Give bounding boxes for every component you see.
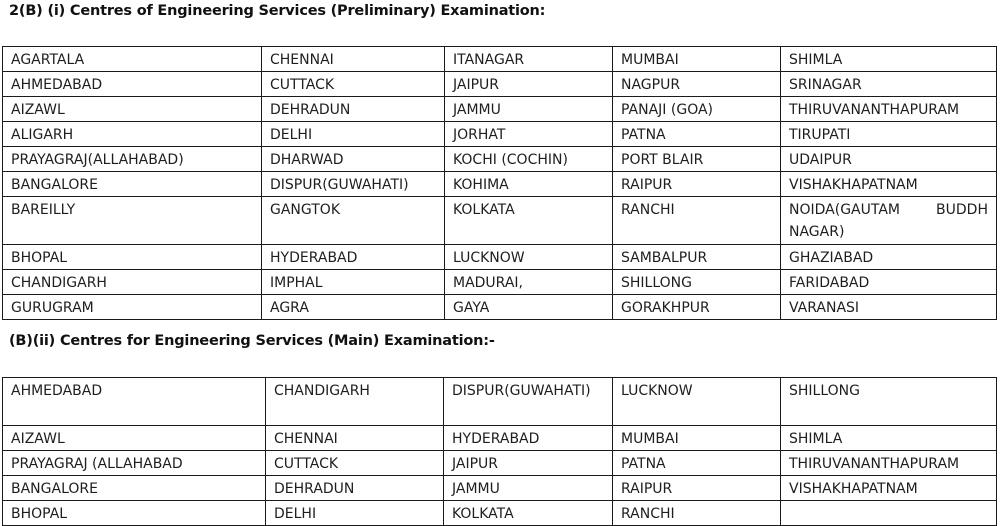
table-cell: BHOPAL — [2, 244, 262, 270]
table-cell: CUTTACK — [261, 71, 445, 97]
table-cell: DISPUR(GUWAHATI) — [443, 377, 613, 426]
table-row: BANGALORE DEHRADUN JAMMU RAIPUR VISHAKHA… — [2, 475, 997, 501]
table-cell: HYDERABAD — [261, 244, 445, 270]
table-cell: SHILLONG — [780, 377, 997, 426]
table-cell: NOIDA(GAUTAM BUDDH NAGAR) — [780, 196, 997, 245]
table-cell: JAIPUR — [443, 450, 613, 476]
table-cell: AHMEDABAD — [2, 377, 266, 426]
table-cell: CHANDIGARH — [265, 377, 444, 426]
table-cell: DELHI — [265, 500, 444, 526]
table-row: BANGALORE DISPUR(GUWAHATI) KOHIMA RAIPUR… — [2, 171, 997, 197]
table-cell: TIRUPATI — [780, 121, 997, 147]
table-cell: SAMBALPUR — [612, 244, 781, 270]
table-cell: NAGPUR — [612, 71, 781, 97]
table-row: ALIGARH DELHI JORHAT PATNA TIRUPATI — [2, 121, 997, 147]
table-cell: HYDERABAD — [443, 425, 613, 451]
table-cell: GANGTOK — [261, 196, 445, 245]
table-cell: GURUGRAM — [2, 294, 262, 320]
table-row: CHANDIGARH IMPHAL MADURAI, SHILLONG FARI… — [2, 269, 997, 295]
table-cell: DHARWAD — [261, 146, 445, 172]
preliminary-centres-heading: 2(B) (i) Centres of Engineering Services… — [9, 3, 546, 19]
table-cell: ALIGARH — [2, 121, 262, 147]
table-cell: RANCHI — [612, 500, 781, 526]
table-cell: BANGALORE — [2, 171, 262, 197]
table-cell: MUMBAI — [612, 46, 781, 72]
table-cell: MADURAI, — [444, 269, 613, 295]
table-cell: KOLKATA — [443, 500, 613, 526]
preliminary-centres-table: AGARTALA CHENNAI ITANAGAR MUMBAI SHIMLA … — [2, 46, 997, 320]
table-row: AIZAWL CHENNAI HYDERABAD MUMBAI SHIMLA — [2, 425, 997, 451]
table-cell: MUMBAI — [612, 425, 781, 451]
table-cell: CUTTACK — [265, 450, 444, 476]
table-cell: DISPUR(GUWAHATI) — [261, 171, 445, 197]
table-cell: BAREILLY — [2, 196, 262, 245]
table-row: BHOPAL DELHI KOLKATA RANCHI — [2, 500, 997, 526]
table-cell: JAMMU — [444, 96, 613, 122]
table-cell: ITANAGAR — [444, 46, 613, 72]
table-cell: PATNA — [612, 450, 781, 476]
table-cell: SHIMLA — [780, 425, 997, 451]
table-row: AHMEDABAD CHANDIGARH DISPUR(GUWAHATI) LU… — [2, 377, 997, 426]
table-cell: GAYA — [444, 294, 613, 320]
table-row: AHMEDABAD CUTTACK JAIPUR NAGPUR SRINAGAR — [2, 71, 997, 97]
table-row: AGARTALA CHENNAI ITANAGAR MUMBAI SHIMLA — [2, 46, 997, 72]
table-cell: SHIMLA — [780, 46, 997, 72]
table-cell: KOHIMA — [444, 171, 613, 197]
table-cell: BHOPAL — [2, 500, 266, 526]
table-cell: JAIPUR — [444, 71, 613, 97]
table-cell — [780, 500, 997, 526]
table-cell: PRAYAGRAJ(ALLAHABAD) — [2, 146, 262, 172]
table-cell: THIRUVANANTHAPURAM — [780, 96, 997, 122]
table-cell: CHANDIGARH — [2, 269, 262, 295]
table-cell: KOLKATA — [444, 196, 613, 245]
table-cell: PANAJI (GOA) — [612, 96, 781, 122]
table-cell: LUCKNOW — [444, 244, 613, 270]
table-cell: SRINAGAR — [780, 71, 997, 97]
table-cell: AIZAWL — [2, 96, 262, 122]
table-cell: VISHAKHAPATNAM — [780, 475, 997, 501]
table-row: AIZAWL DEHRADUN JAMMU PANAJI (GOA) THIRU… — [2, 96, 997, 122]
table-cell: VARANASI — [780, 294, 997, 320]
table-cell: DEHRADUN — [261, 96, 445, 122]
table-cell: AGRA — [261, 294, 445, 320]
table-cell: AIZAWL — [2, 425, 266, 451]
table-cell: RAIPUR — [612, 475, 781, 501]
table-row: GURUGRAM AGRA GAYA GORAKHPUR VARANASI — [2, 294, 997, 320]
table-cell: JAMMU — [443, 475, 613, 501]
table-cell: DELHI — [261, 121, 445, 147]
main-centres-table: AHMEDABAD CHANDIGARH DISPUR(GUWAHATI) LU… — [2, 377, 997, 526]
table-cell: GORAKHPUR — [612, 294, 781, 320]
table-cell: PRAYAGRAJ (ALLAHABAD — [2, 450, 266, 476]
table-cell: IMPHAL — [261, 269, 445, 295]
table-cell: RANCHI — [612, 196, 781, 245]
table-row: BAREILLY GANGTOK KOLKATA RANCHI NOIDA(GA… — [2, 196, 997, 245]
table-cell: UDAIPUR — [780, 146, 997, 172]
table-cell: PATNA — [612, 121, 781, 147]
table-cell: AGARTALA — [2, 46, 262, 72]
table-cell: RAIPUR — [612, 171, 781, 197]
table-cell: AHMEDABAD — [2, 71, 262, 97]
table-cell: FARIDABAD — [780, 269, 997, 295]
table-row: PRAYAGRAJ(ALLAHABAD) DHARWAD KOCHI (COCH… — [2, 146, 997, 172]
table-cell: PORT BLAIR — [612, 146, 781, 172]
table-cell: JORHAT — [444, 121, 613, 147]
table-row: PRAYAGRAJ (ALLAHABAD CUTTACK JAIPUR PATN… — [2, 450, 997, 476]
table-cell: VISHAKHAPATNAM — [780, 171, 997, 197]
table-cell: SHILLONG — [612, 269, 781, 295]
table-row: BHOPAL HYDERABAD LUCKNOW SAMBALPUR GHAZI… — [2, 244, 997, 270]
main-centres-heading: (B)(ii) Centres for Engineering Services… — [9, 333, 495, 349]
table-cell: DEHRADUN — [265, 475, 444, 501]
table-cell: KOCHI (COCHIN) — [444, 146, 613, 172]
table-cell: CHENNAI — [261, 46, 445, 72]
table-cell: GHAZIABAD — [780, 244, 997, 270]
table-cell: CHENNAI — [265, 425, 444, 451]
table-cell: THIRUVANANTHAPURAM — [780, 450, 997, 476]
table-cell: LUCKNOW — [612, 377, 781, 426]
table-cell: BANGALORE — [2, 475, 266, 501]
